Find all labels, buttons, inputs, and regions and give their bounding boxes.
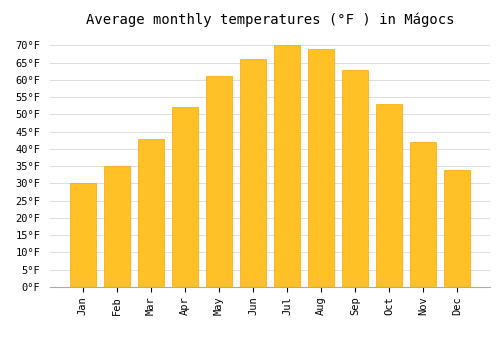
Bar — [70, 183, 96, 287]
Bar — [240, 59, 266, 287]
Bar — [274, 46, 300, 287]
Bar — [138, 139, 164, 287]
Bar — [342, 70, 368, 287]
Bar — [206, 76, 232, 287]
Bar — [172, 107, 198, 287]
Bar — [410, 142, 436, 287]
Bar — [376, 104, 402, 287]
Bar — [308, 49, 334, 287]
Bar — [104, 166, 130, 287]
Title: Average monthly temperatures (°F ) in Mágocs: Average monthly temperatures (°F ) in Má… — [86, 12, 454, 27]
Bar — [444, 170, 470, 287]
